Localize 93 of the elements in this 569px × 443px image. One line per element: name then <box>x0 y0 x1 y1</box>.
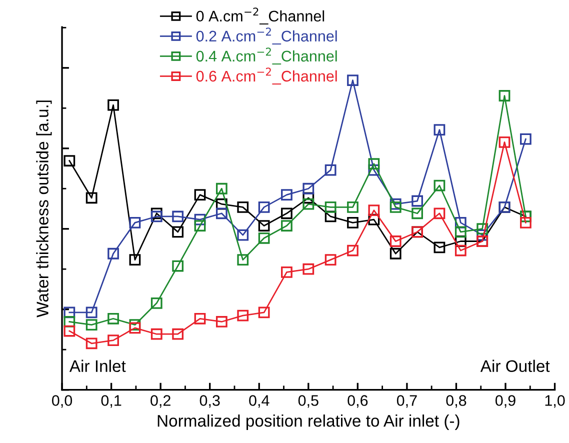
point <box>434 124 446 136</box>
point <box>302 263 314 275</box>
point <box>216 316 228 328</box>
x-tick-label: 0,2 <box>150 395 170 408</box>
point <box>237 310 249 322</box>
point <box>237 229 249 241</box>
point <box>150 328 162 340</box>
legend-label: 0.2 A.cm$^{−2}$_Channel <box>196 28 337 44</box>
x-tick-label: 0,7 <box>396 395 417 408</box>
point <box>216 208 228 220</box>
point <box>454 244 466 256</box>
point <box>454 226 466 238</box>
point <box>434 208 446 220</box>
point <box>108 248 119 260</box>
point <box>129 254 141 266</box>
point <box>64 316 76 328</box>
point <box>324 164 336 176</box>
legend-label: 0.4 A.cm$^{−2}$_Channel <box>196 48 337 64</box>
point <box>129 322 141 334</box>
point <box>368 158 380 170</box>
legend-label: 0 A.cm$^{−2}$_Channel <box>196 8 324 24</box>
point <box>86 319 98 331</box>
point <box>108 334 119 346</box>
x-tick-label: 0,5 <box>298 395 318 408</box>
annotation: Air Inlet <box>69 360 126 372</box>
point <box>172 226 184 238</box>
point <box>390 248 402 260</box>
point <box>281 220 292 232</box>
point <box>347 216 358 228</box>
point <box>64 155 76 166</box>
point <box>368 204 380 216</box>
point <box>302 182 314 194</box>
point <box>476 223 488 235</box>
x-tick-label: 0,4 <box>249 395 270 408</box>
point <box>434 180 446 192</box>
point <box>150 297 162 309</box>
point <box>434 242 446 254</box>
point <box>390 201 402 213</box>
point <box>108 99 119 111</box>
point <box>302 198 314 210</box>
point <box>302 192 314 204</box>
point <box>129 216 141 228</box>
point <box>150 210 162 222</box>
point <box>258 306 270 318</box>
point <box>108 312 119 324</box>
point <box>237 254 249 266</box>
point <box>498 136 510 148</box>
x-tick-label: 0,6 <box>348 395 368 408</box>
x-tick-label: 0,0 <box>52 395 72 408</box>
point <box>172 210 184 222</box>
point <box>347 244 358 256</box>
point <box>412 208 423 220</box>
point <box>347 201 358 213</box>
annotation: Air Outlet <box>480 360 550 372</box>
x-tick-label: 0,9 <box>495 395 516 408</box>
point <box>520 216 532 228</box>
point <box>281 208 292 220</box>
point <box>390 236 402 247</box>
point <box>520 133 532 145</box>
point <box>86 338 98 350</box>
point <box>237 201 249 213</box>
point <box>194 220 206 232</box>
point <box>216 198 228 210</box>
point <box>368 164 380 176</box>
point <box>64 306 76 318</box>
point <box>412 195 423 207</box>
point <box>258 220 270 232</box>
point <box>194 189 206 201</box>
legend-label: 0.6 A.cm$^{−2}$_Channel <box>196 68 337 84</box>
point <box>86 192 98 204</box>
point <box>216 182 228 194</box>
point <box>194 214 206 226</box>
x-tick-label: 1,0 <box>545 395 565 408</box>
point <box>281 266 292 278</box>
point <box>258 201 270 213</box>
x-tick-label: 0,3 <box>200 395 220 408</box>
point <box>194 312 206 324</box>
point <box>172 260 184 272</box>
x-tick-label: 0,8 <box>446 395 466 408</box>
point <box>498 90 510 102</box>
point <box>86 306 98 318</box>
point <box>368 214 380 226</box>
point <box>347 74 358 86</box>
point <box>281 189 292 201</box>
point <box>454 216 466 228</box>
point <box>324 254 336 266</box>
point <box>324 201 336 213</box>
point <box>172 328 184 340</box>
x-tick-label: 0,1 <box>101 395 122 408</box>
point <box>64 325 76 337</box>
x-axis-title: Normalized position relative to Air inlet (-) <box>158 414 460 430</box>
point <box>258 232 270 244</box>
y-axis-title: Water thickness outside [a.u.] <box>36 100 52 318</box>
